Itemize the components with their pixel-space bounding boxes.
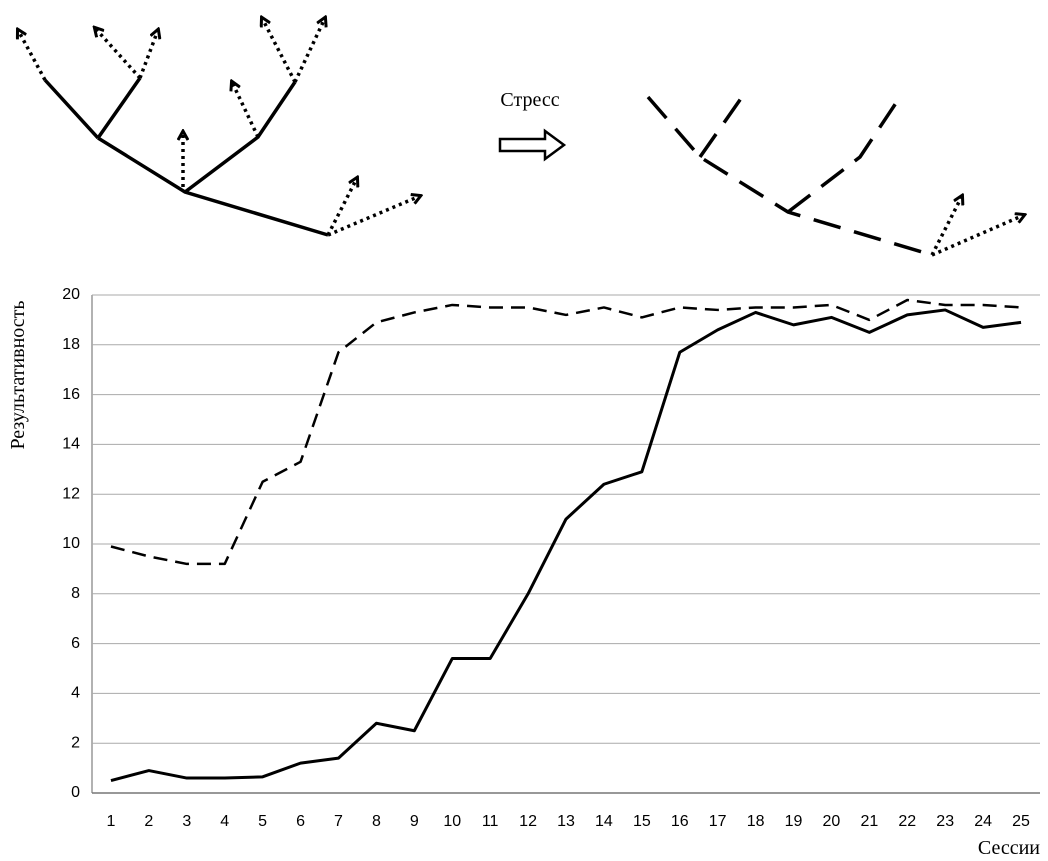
x-tick-label: 4 — [220, 813, 229, 830]
x-tick-label: 25 — [1012, 813, 1030, 830]
x-tick-label: 6 — [296, 813, 305, 830]
series-line — [111, 300, 1021, 564]
x-tick-label: 7 — [334, 813, 343, 830]
x-tick-label: 11 — [482, 813, 499, 830]
y-tick-label: 12 — [62, 485, 80, 502]
x-tick-label: 16 — [671, 813, 689, 830]
y-tick-label: 4 — [71, 685, 80, 702]
x-tick-label: 3 — [182, 813, 191, 830]
stress-label: Стресс — [500, 89, 559, 111]
y-tick-label: 10 — [62, 535, 80, 552]
page: Стресс Результативность Сессии 024681012… — [0, 0, 1048, 861]
x-tick-label: 19 — [785, 813, 803, 830]
x-tick-label: 13 — [557, 813, 575, 830]
x-tick-label: 18 — [747, 813, 765, 830]
x-tick-label: 12 — [519, 813, 537, 830]
x-tick-label: 24 — [974, 813, 992, 830]
x-tick-label: 14 — [595, 813, 613, 830]
y-tick-label: 14 — [62, 436, 80, 453]
stress-arrow — [500, 131, 564, 159]
y-tick-label: 8 — [71, 585, 80, 602]
x-tick-label: 23 — [936, 813, 954, 830]
y-tick-label: 20 — [62, 286, 80, 303]
x-axis-label: Сессии — [978, 837, 1040, 859]
tree-before — [18, 18, 420, 235]
x-tick-label: 5 — [258, 813, 267, 830]
x-tick-label: 17 — [709, 813, 727, 830]
x-tick-label: 22 — [898, 813, 916, 830]
y-tick-label: 16 — [62, 386, 80, 403]
x-tick-label: 2 — [144, 813, 153, 830]
x-tick-label: 21 — [860, 813, 878, 830]
y-axis-label: Результативность — [7, 300, 29, 449]
x-tick-label: 9 — [410, 813, 419, 830]
series-line — [111, 310, 1021, 781]
x-tick-label: 15 — [633, 813, 651, 830]
tree-after — [648, 97, 1024, 255]
x-tick-label: 1 — [107, 813, 116, 830]
x-tick-label: 10 — [443, 813, 461, 830]
y-tick-label: 2 — [71, 734, 80, 751]
y-tick-label: 6 — [71, 635, 80, 652]
y-tick-label: 0 — [71, 784, 80, 801]
x-tick-label: 8 — [372, 813, 381, 830]
x-tick-label: 20 — [823, 813, 841, 830]
y-tick-label: 18 — [62, 336, 80, 353]
